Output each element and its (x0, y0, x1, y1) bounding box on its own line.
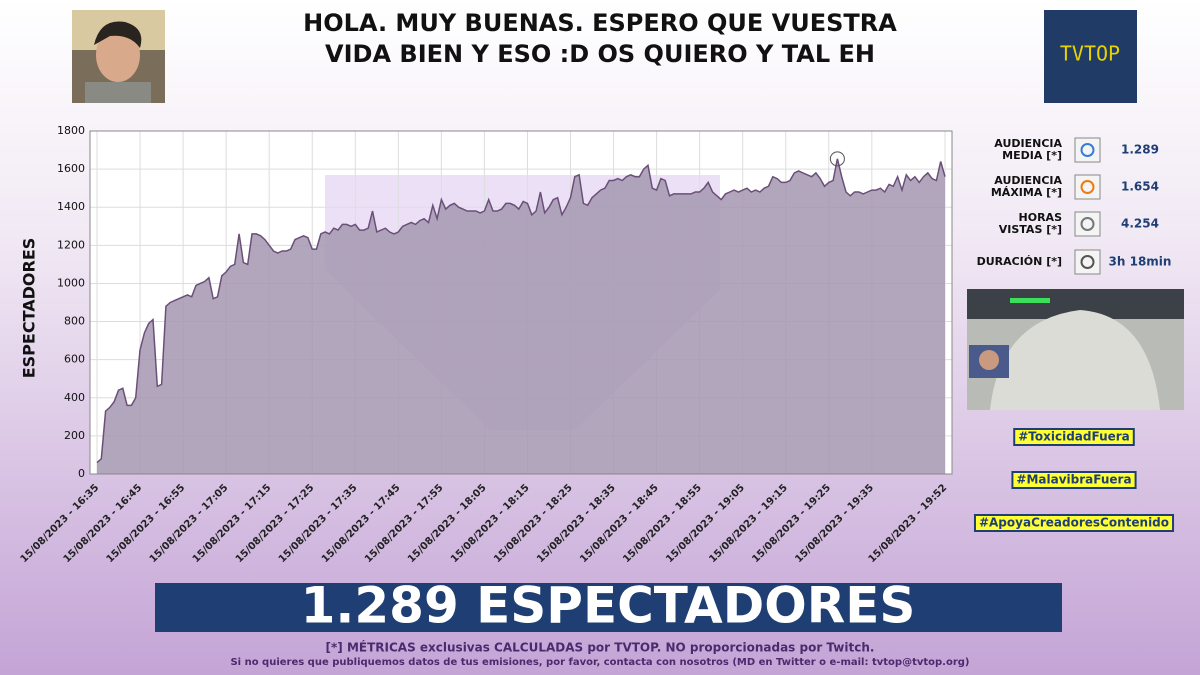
y-tick-label: 600 (64, 353, 85, 366)
y-axis-label: ESPECTADORES (20, 238, 39, 379)
stat-value: 1.654 (1121, 180, 1159, 194)
hashtag: #MalavibraFuera (1016, 473, 1131, 487)
hashtag-box (1013, 428, 1135, 446)
stat-icon (1074, 249, 1101, 275)
hashtag-box (973, 514, 1175, 532)
y-tick-label: 0 (78, 467, 85, 480)
stat-value: 3h 18min (1109, 255, 1172, 269)
plot-frame (89, 130, 953, 475)
stat-icon (1074, 137, 1101, 163)
y-tick-label: 1000 (57, 276, 85, 289)
stat-value: 1.289 (1121, 143, 1159, 157)
title-line: VIDA BIEN Y ESO :D OS QUIERO Y TAL EH (325, 40, 875, 68)
footnote: Si no quieres que publiquemos datos de t… (230, 657, 969, 668)
hashtag: #ApoyaCreadoresContenido (979, 516, 1169, 530)
stat-value: 4.254 (1121, 217, 1159, 231)
banner-box (155, 583, 1062, 632)
line (96, 158, 946, 464)
stat-icon (1074, 211, 1101, 237)
y-tick-label: 1800 (57, 124, 85, 137)
logo-text: TVTOP (1060, 42, 1120, 66)
stat-label: MÁXIMA [*] (991, 186, 1062, 199)
stat-icon (1074, 174, 1101, 200)
hashtag-box (1011, 471, 1137, 489)
area (97, 158, 945, 475)
title-line: HOLA. MUY BUENAS. ESPERO QUE VUESTRA (303, 9, 897, 37)
stat-label: HORAS (1019, 211, 1063, 224)
stat-icon-glyph (1080, 180, 1095, 194)
banner: 1.289 ESPECTADORES (301, 577, 916, 635)
y-tick-label: 1200 (57, 238, 85, 251)
y-tick-label: 1400 (57, 200, 85, 213)
stat-icon-glyph (1080, 217, 1095, 231)
y-tick-label: 1600 (57, 162, 85, 175)
hashtag: #ToxicidadFuera (1018, 430, 1130, 444)
stat-label: DURACIÓN [*] (977, 255, 1062, 268)
y-tick-label: 400 (64, 391, 85, 404)
stream-thumbnail (967, 289, 1184, 410)
stat-label: AUDIENCIA (994, 137, 1062, 150)
logo: TVTOP (1044, 10, 1137, 103)
footnote: [*] MÉTRICAS exclusivas CALCULADAS por T… (326, 640, 875, 655)
stat-label: VISTAS [*] (999, 223, 1062, 236)
stat-label: AUDIENCIA (994, 174, 1062, 187)
stat-icon-glyph (1080, 143, 1095, 157)
y-tick-label: 200 (64, 429, 85, 442)
stat-icon-glyph (1080, 255, 1095, 269)
stat-label: MEDIA [*] (1002, 149, 1062, 162)
avatar (72, 10, 165, 103)
peak-marker (829, 151, 845, 167)
y-tick-label: 800 (64, 315, 85, 328)
